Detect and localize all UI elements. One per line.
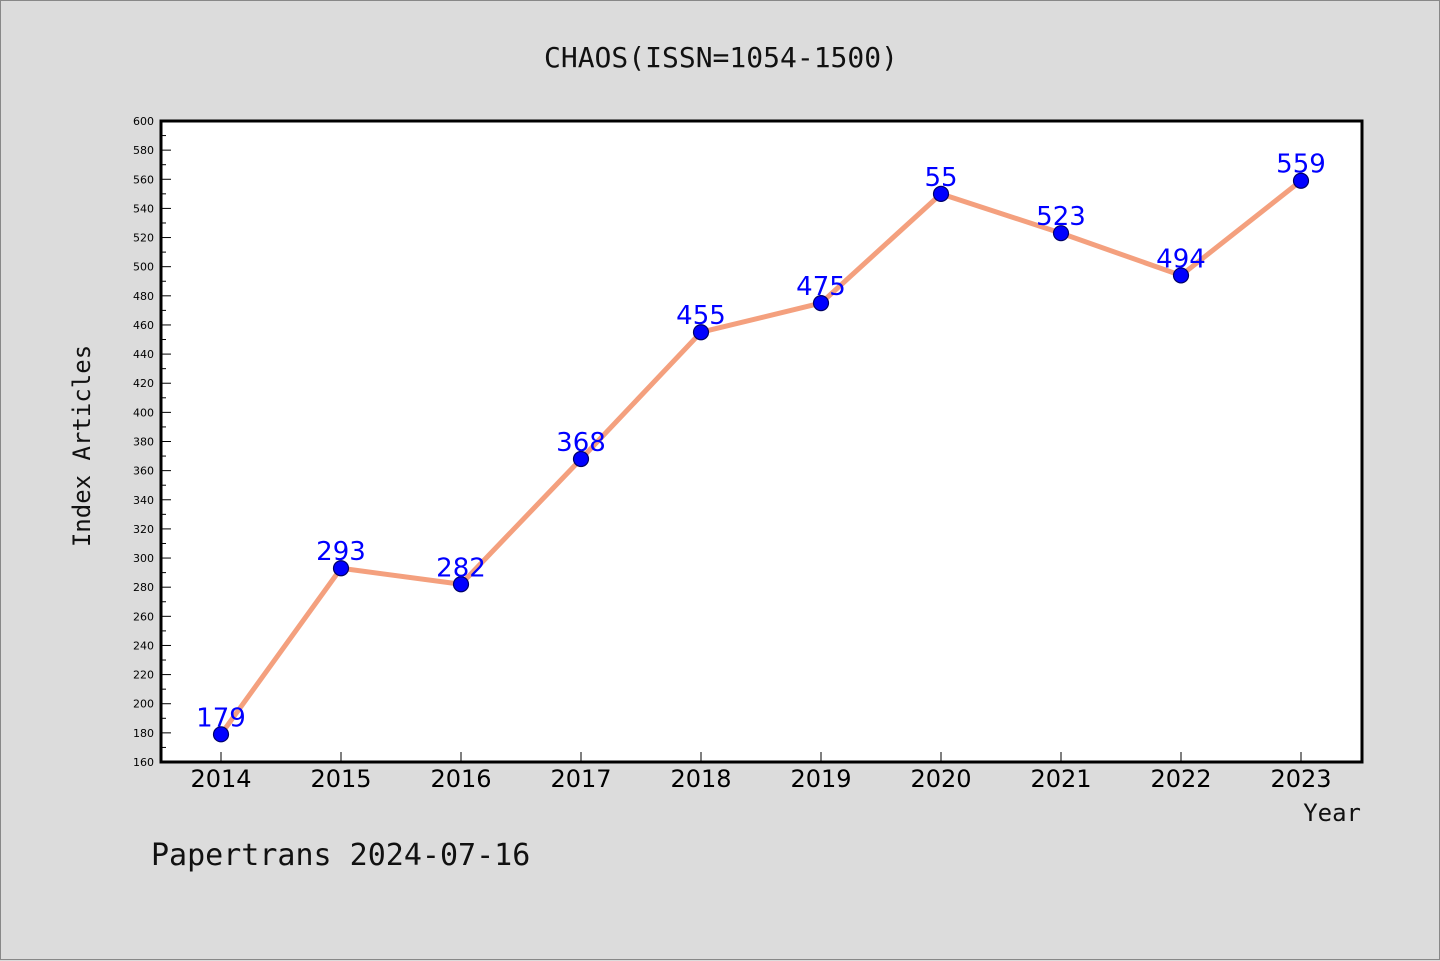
y-tick-label: 560	[133, 173, 154, 186]
marker-group	[212, 172, 1310, 743]
x-tick-label: 2018	[670, 765, 731, 793]
chart-title: CHAOS(ISSN=1054-1500)	[544, 41, 898, 74]
x-tick-label: 2015	[310, 765, 371, 793]
y-tick-label: 440	[133, 348, 154, 361]
data-label: 293	[316, 537, 366, 567]
data-point	[572, 450, 590, 468]
data-point	[332, 560, 350, 577]
data-label: 368	[556, 428, 606, 458]
x-axis-label: Year	[1303, 799, 1361, 827]
data-point	[1292, 172, 1310, 189]
y-tick-label: 540	[133, 202, 154, 215]
y-tick-label: 400	[133, 406, 154, 419]
data-label: 455	[676, 301, 726, 331]
data-point	[1172, 267, 1190, 284]
y-tick-label: 340	[133, 494, 154, 507]
x-tick-label: 2023	[1270, 765, 1331, 793]
data-label: 475	[796, 272, 846, 302]
y-tick-label: 240	[133, 639, 154, 652]
data-point	[692, 324, 710, 341]
data-label: 494	[1156, 244, 1206, 274]
y-tick-label: 580	[133, 144, 154, 157]
y-axis-label: Index Articles	[68, 345, 96, 547]
x-tick-label: 2019	[790, 765, 851, 793]
series-line-group	[218, 178, 1304, 737]
y-tick-label: 500	[133, 261, 154, 274]
y-tick-label: 600	[133, 115, 154, 128]
y-tick-label: 520	[133, 232, 154, 245]
x-tick-label: 2020	[910, 765, 971, 793]
x-tick-label: 2021	[1030, 765, 1091, 793]
y-tick-label: 180	[133, 727, 154, 740]
y-tick-label: 480	[133, 290, 154, 303]
y-tick-label: 280	[133, 581, 154, 594]
plot-area	[159, 119, 1364, 764]
data-point	[212, 726, 230, 743]
y-tick-label: 380	[133, 436, 154, 449]
data-label: 282	[436, 553, 486, 583]
data-label-group: 179 293 282 368 455 475 55 523 494 559	[196, 150, 1326, 734]
data-label: 559	[1276, 150, 1326, 180]
data-label: 179	[196, 703, 246, 733]
y-axis: 160 180 200 220 240 260 280 300 320 340 360 380 400 4…	[133, 115, 171, 769]
y-tick-label: 160	[133, 756, 154, 769]
y-tick-label: 320	[133, 523, 154, 536]
y-tick-label: 260	[133, 610, 154, 623]
x-tick-label: 2014	[190, 765, 251, 793]
y-tick-label: 420	[133, 377, 154, 390]
y-tick-label: 360	[133, 465, 154, 478]
data-point	[452, 576, 470, 593]
data-point	[812, 295, 830, 312]
y-tick-label: 200	[133, 698, 154, 711]
y-tick-label: 300	[133, 552, 154, 565]
data-point	[932, 185, 950, 202]
x-tick-label: 2017	[550, 765, 611, 793]
x-tick-label: 2022	[1150, 765, 1211, 793]
x-axis: 2014 2015 2016 2017 2018 2019 2020 2021 2022 2023	[190, 752, 1332, 793]
y-tick-label: 220	[133, 669, 154, 682]
data-label: 55	[924, 163, 957, 193]
series-line	[218, 178, 1304, 737]
data-point	[1052, 225, 1070, 242]
y-tick-label: 460	[133, 319, 154, 332]
x-tick-label: 2016	[430, 765, 491, 793]
footer-text: Papertrans 2024-07-16	[151, 838, 530, 873]
data-label: 523	[1036, 202, 1086, 232]
